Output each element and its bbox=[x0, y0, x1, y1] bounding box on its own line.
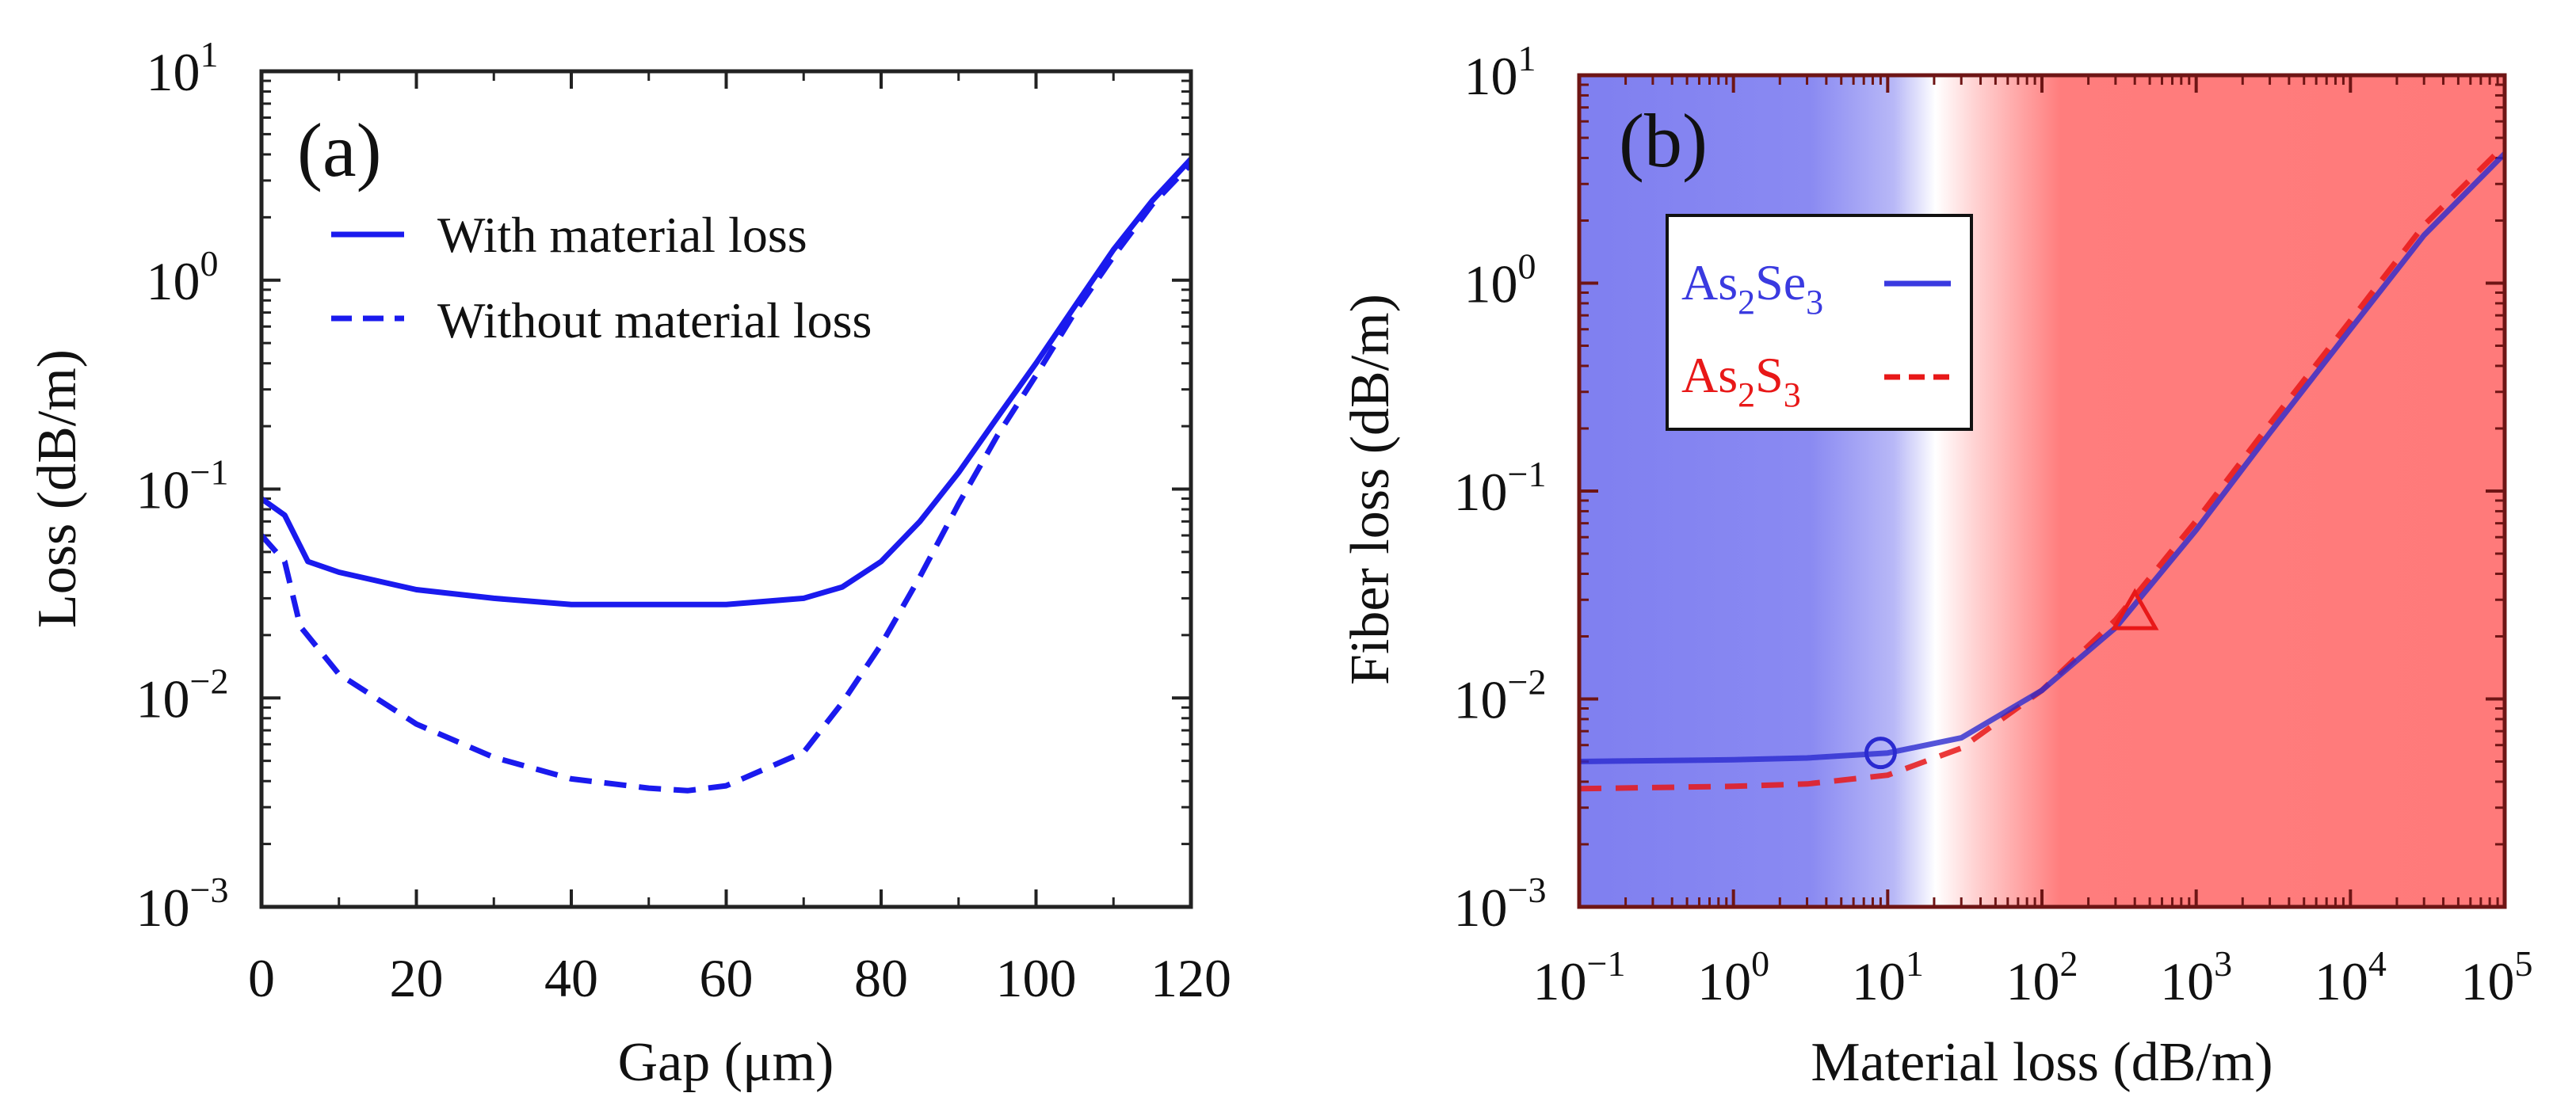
x-tick-label: 20 bbox=[390, 948, 444, 1008]
panel-b-series bbox=[1579, 143, 2505, 792]
panel-b-frame bbox=[1577, 73, 2507, 909]
series-as2se3 bbox=[1579, 151, 2505, 764]
marker-triangle-as2s3 bbox=[2110, 588, 2159, 630]
x-tick-label: 104 bbox=[2315, 943, 2387, 1011]
x-tick-label: 101 bbox=[1852, 943, 1924, 1011]
x-tick-label: 0 bbox=[248, 948, 275, 1008]
series-with-material-loss bbox=[261, 157, 1191, 607]
panel-a-series bbox=[261, 157, 1191, 794]
panel-a-xlabel: Gap (μm) bbox=[618, 1032, 834, 1093]
series-as2s3 bbox=[1579, 143, 2505, 792]
x-tick-label: 102 bbox=[2006, 943, 2078, 1011]
y-tick-label: 10−1 bbox=[1454, 454, 1547, 522]
y-tick-label: 10−1 bbox=[136, 452, 229, 520]
series-without-material-loss bbox=[261, 162, 1191, 794]
panel-a-label: (a) bbox=[297, 108, 382, 192]
y-tick-label: 100 bbox=[147, 243, 219, 311]
panel-a-ylabel: Loss (dB/m) bbox=[27, 349, 88, 628]
panel-b-background-gradient bbox=[1579, 75, 2505, 907]
y-tick-label: 10−3 bbox=[1454, 870, 1547, 938]
panel-a-ticks: 0 20 40 60 80 100 120 101 100 10−1 10−2 10−3 bbox=[136, 34, 1231, 1008]
panel-b-legend: As2Se3 As2S3 bbox=[1666, 214, 1973, 431]
x-tick-label: 10−1 bbox=[1533, 943, 1626, 1011]
y-tick-label: 101 bbox=[1464, 38, 1536, 106]
legend-item-as2s3: As2S3 bbox=[1681, 347, 1801, 414]
y-tick-label: 101 bbox=[147, 34, 219, 102]
panel-b-xlabel: Material loss (dB/m) bbox=[1811, 1032, 2273, 1093]
x-tick-label: 120 bbox=[1151, 948, 1231, 1008]
x-tick-label: 103 bbox=[2160, 943, 2232, 1011]
legend-item-as2se3: As2Se3 bbox=[1681, 254, 1823, 322]
x-tick-label: 40 bbox=[544, 948, 598, 1008]
legend-item-without-material-loss: Without material loss bbox=[437, 292, 872, 348]
panel-b: 10−1 100 101 102 103 104 105 101 100 10−1 10−2 10−3… bbox=[1340, 38, 2533, 1093]
y-tick-label: 10−2 bbox=[1454, 662, 1547, 730]
panel-a-legend: With material loss Without material loss bbox=[331, 207, 872, 348]
x-tick-label: 100 bbox=[996, 948, 1077, 1008]
x-tick-label: 100 bbox=[1697, 943, 1769, 1011]
x-tick-label: 60 bbox=[700, 948, 754, 1008]
marker-circle-as2se3 bbox=[1864, 737, 1897, 770]
y-tick-label: 100 bbox=[1464, 246, 1536, 314]
panel-a: 0 20 40 60 80 100 120 101 100 10−1 10−2 10−3 (a) Wi… bbox=[27, 34, 1231, 1093]
panel-b-ylabel: Fiber loss (dB/m) bbox=[1340, 294, 1401, 685]
panel-b-markers bbox=[1864, 588, 2159, 770]
x-tick-label: 105 bbox=[2461, 943, 2533, 1011]
y-tick-label: 10−3 bbox=[136, 870, 229, 938]
x-tick-label: 80 bbox=[854, 948, 908, 1008]
panel-a-frame bbox=[259, 69, 1193, 909]
panel-b-label: (b) bbox=[1619, 98, 1708, 183]
y-tick-label: 10−2 bbox=[136, 661, 229, 729]
legend-box bbox=[1666, 214, 1973, 431]
legend-item-with-material-loss: With material loss bbox=[437, 207, 807, 263]
